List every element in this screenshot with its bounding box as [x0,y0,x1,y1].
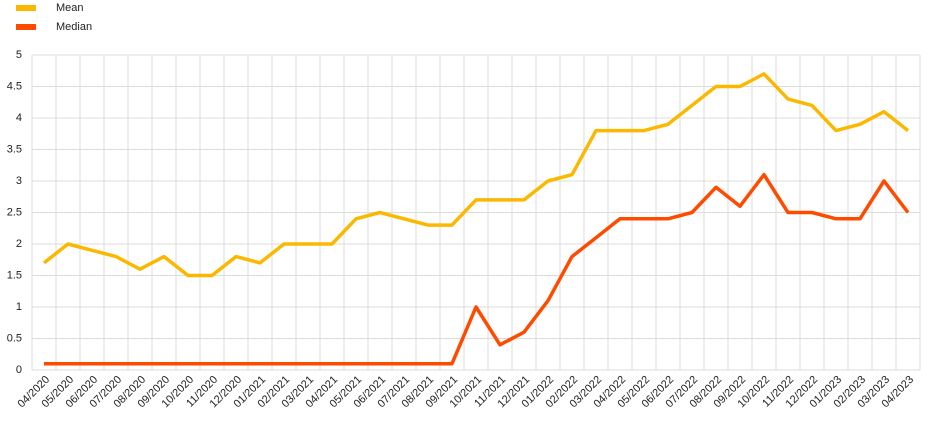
y-tick-label: 3 [16,175,22,187]
y-tick-label: 3.5 [7,143,22,155]
y-tick-label: 1 [16,301,22,313]
y-tick-label: 1.5 [7,269,22,281]
y-tick-label: 4.5 [7,80,22,92]
y-tick-label: 5 [16,49,22,61]
legend-swatch [16,5,36,11]
series-line [42,72,910,278]
y-tick-label: 2 [16,238,22,250]
y-tick-label: 0 [16,364,22,376]
legend-swatch [16,24,36,30]
y-tick-label: 0.5 [7,332,22,344]
y-tick-label: 4 [16,112,22,124]
y-tick-label: 2.5 [7,206,22,218]
legend-label: Median [56,21,92,33]
legend-label: Mean [56,2,84,14]
series-line [44,172,910,366]
